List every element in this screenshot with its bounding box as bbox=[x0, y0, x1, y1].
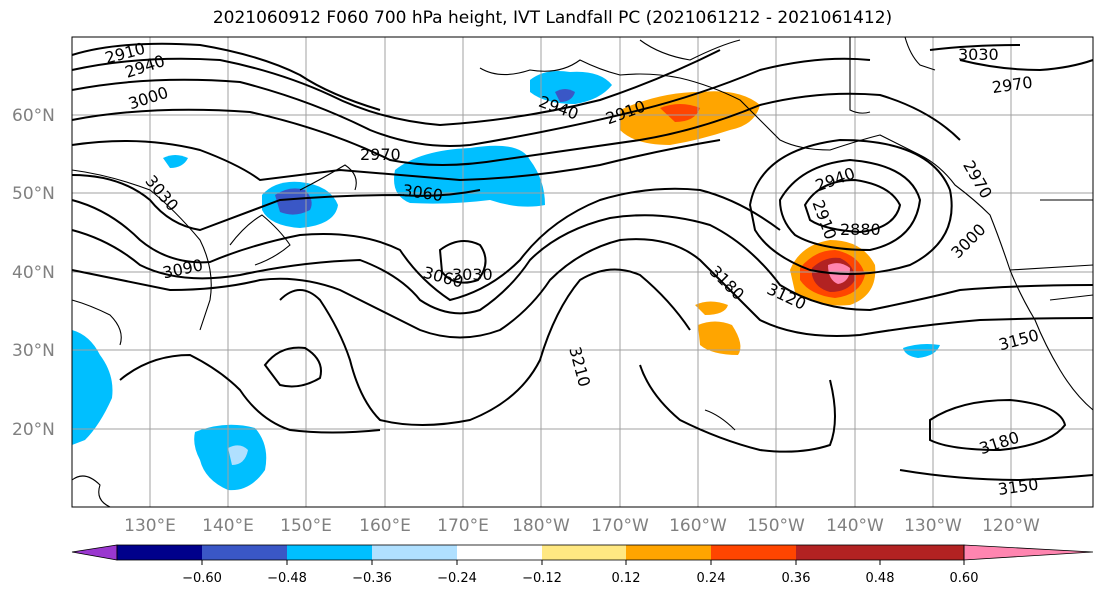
colorbar-tick-label: −0.24 bbox=[437, 571, 477, 586]
colorbar-segment bbox=[626, 545, 711, 560]
lon-label: 140°W bbox=[826, 516, 884, 536]
colorbar-tick-label: 0.48 bbox=[866, 571, 895, 586]
colorbar-high-arrow bbox=[963, 544, 1094, 561]
colorbar-low-arrow bbox=[71, 544, 118, 561]
lon-label: 140°E bbox=[202, 516, 254, 536]
lat-label: 40°N bbox=[12, 263, 55, 283]
colorbar-segment bbox=[796, 545, 880, 560]
contour-label: 2970 bbox=[360, 145, 401, 164]
colorbar-tick-label: 0.60 bbox=[950, 571, 979, 586]
colorbar-tick-label: −0.36 bbox=[352, 571, 392, 586]
lat-label: 30°N bbox=[12, 341, 55, 361]
lat-label: 20°N bbox=[12, 420, 55, 440]
colorbar-tick-label: 0.36 bbox=[782, 571, 811, 586]
colorbar-tick-label: −0.60 bbox=[182, 571, 222, 586]
ivt-shading bbox=[72, 71, 940, 491]
contour-label: 3030 bbox=[452, 265, 493, 284]
lon-label: 170°E bbox=[437, 516, 489, 536]
colorbar-ticks bbox=[201, 560, 965, 565]
colorbar-tick-label: 0.12 bbox=[612, 571, 641, 586]
map-title: 2021060912 F060 700 hPa height, IVT Land… bbox=[212, 8, 893, 28]
contour-label: 2940 bbox=[813, 164, 858, 196]
contour-label: 3000 bbox=[947, 220, 989, 262]
contour-label: 3150 bbox=[997, 475, 1040, 499]
contour-label: 3000 bbox=[126, 83, 171, 114]
colorbar-segment bbox=[542, 545, 626, 560]
colorbar-tick-label: −0.48 bbox=[267, 571, 307, 586]
colorbar-segment bbox=[880, 545, 964, 560]
colorbar: −0.60 −0.48 −0.36 −0.24 −0.12 0.12 0.24 … bbox=[71, 544, 1094, 586]
latitude-labels: 60°N 50°N 40°N 30°N 20°N bbox=[12, 106, 55, 440]
contour-label: 2910 bbox=[809, 197, 841, 242]
lat-label: 50°N bbox=[12, 184, 55, 204]
colorbar-segments bbox=[117, 545, 880, 560]
contour-label: 3180 bbox=[977, 428, 1022, 459]
lon-label: 170°W bbox=[591, 516, 649, 536]
colorbar-segment bbox=[202, 545, 287, 560]
contour-label: 3180 bbox=[706, 262, 748, 304]
colorbar-segment bbox=[117, 545, 202, 560]
contour-label: 2970 bbox=[991, 73, 1034, 97]
colorbar-segment bbox=[457, 545, 542, 560]
lon-label: 130°W bbox=[904, 516, 962, 536]
contour-label: 3030 bbox=[958, 45, 999, 64]
colorbar-frame bbox=[116, 544, 965, 561]
contour-label: 2880 bbox=[840, 220, 881, 239]
contour-label: 2970 bbox=[959, 157, 996, 202]
contour-label: 3210 bbox=[565, 345, 594, 389]
colorbar-segment bbox=[372, 545, 457, 560]
lon-label: 160°W bbox=[669, 516, 727, 536]
lon-label: 150°W bbox=[747, 516, 805, 536]
colorbar-segment bbox=[711, 545, 796, 560]
map-frame bbox=[71, 36, 1094, 508]
lat-label: 60°N bbox=[12, 106, 55, 126]
lon-label: 180°W bbox=[512, 516, 570, 536]
height-contours bbox=[71, 42, 1094, 482]
colorbar-tick-label: −0.12 bbox=[522, 571, 562, 586]
lon-label: 130°E bbox=[124, 516, 176, 536]
lon-label: 120°W bbox=[982, 516, 1040, 536]
colorbar-segment bbox=[287, 545, 372, 560]
lon-label: 150°E bbox=[280, 516, 332, 536]
lon-label: 160°E bbox=[359, 516, 411, 536]
colorbar-tick-label: 0.24 bbox=[697, 571, 726, 586]
longitude-labels: 130°E 140°E 150°E 160°E 170°E 180°W 170°… bbox=[124, 516, 1040, 536]
coastlines bbox=[71, 36, 1094, 508]
